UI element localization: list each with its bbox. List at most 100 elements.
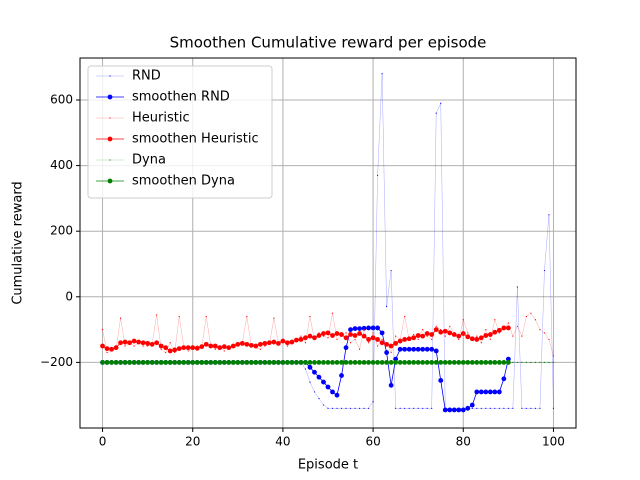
point-marker xyxy=(440,102,442,104)
smoothed-marker xyxy=(194,345,200,351)
smoothed-marker xyxy=(438,359,444,365)
smoothed-marker xyxy=(257,359,263,365)
smoothed-marker xyxy=(501,376,507,382)
point-marker xyxy=(512,407,514,409)
point-marker xyxy=(489,338,491,341)
point-marker xyxy=(273,317,275,319)
point-marker xyxy=(381,338,383,341)
point-marker xyxy=(521,335,523,337)
smoothed-marker xyxy=(460,331,466,336)
x-tick-label: 40 xyxy=(275,435,290,449)
legend-label: smoothen Heuristic xyxy=(132,132,259,147)
smoothed-marker xyxy=(239,359,245,365)
smoothed-marker xyxy=(420,333,426,339)
smoothed-marker xyxy=(163,345,169,351)
x-tick-label: 20 xyxy=(185,435,200,449)
smoothed-marker xyxy=(384,350,390,355)
point-marker xyxy=(539,407,541,409)
smoothed-marker xyxy=(424,359,430,365)
smoothed-marker xyxy=(384,341,390,347)
smoothed-marker xyxy=(208,343,214,349)
smoothed-marker xyxy=(253,343,259,349)
point-marker xyxy=(525,407,528,409)
smoothed-marker xyxy=(415,333,421,338)
smoothed-marker xyxy=(303,335,308,341)
smoothed-marker xyxy=(109,359,114,365)
smoothed-marker xyxy=(429,359,435,365)
smoothed-marker xyxy=(393,356,399,362)
smoothed-marker xyxy=(280,338,286,344)
legend-label: RND xyxy=(132,69,161,84)
point-marker xyxy=(476,407,478,409)
point-marker xyxy=(304,368,307,370)
smoothed-marker xyxy=(203,359,209,365)
smoothed-marker xyxy=(478,335,484,341)
smoothed-marker xyxy=(451,359,457,365)
smoothed-marker xyxy=(307,364,313,370)
smoothed-marker xyxy=(230,359,236,365)
point-marker xyxy=(381,73,383,75)
smoothed-marker xyxy=(158,343,164,349)
point-marker xyxy=(471,407,473,409)
smoothed-marker xyxy=(465,359,471,365)
point-marker xyxy=(358,407,361,409)
smoothed-marker xyxy=(420,346,426,352)
point-marker xyxy=(259,348,261,350)
smoothed-marker xyxy=(330,389,335,395)
plot-frame xyxy=(79,57,577,429)
point-marker xyxy=(408,407,410,409)
legend-label: Heuristic xyxy=(132,111,190,126)
point-marker xyxy=(507,407,509,409)
smoothed-marker xyxy=(307,333,313,339)
smoothed-marker xyxy=(474,359,480,365)
smoothed-marker xyxy=(474,389,480,395)
point-marker xyxy=(205,315,207,318)
smoothed-marker xyxy=(321,359,326,365)
smoothed-marker xyxy=(294,337,299,343)
smoothed-marker xyxy=(438,329,444,335)
smoothed-marker xyxy=(312,359,317,365)
point-marker xyxy=(322,404,325,406)
smoothed-marker xyxy=(321,379,326,385)
smoothed-marker xyxy=(181,345,187,351)
smoothed-marker xyxy=(316,374,322,380)
legend-marker xyxy=(107,178,113,184)
point-marker xyxy=(214,348,216,350)
smoothed-marker xyxy=(235,341,241,347)
smoothed-marker xyxy=(465,334,471,340)
smoothed-marker xyxy=(307,359,313,365)
point-marker xyxy=(178,315,180,318)
point-marker xyxy=(390,351,392,354)
smoothed-marker xyxy=(424,331,430,336)
smoothed-marker xyxy=(397,359,403,365)
smoothed-marker xyxy=(140,340,146,346)
smoothed-marker xyxy=(330,333,335,338)
smoothed-marker xyxy=(501,359,507,365)
smoothed-marker xyxy=(167,348,173,354)
point-marker xyxy=(444,335,446,337)
smoothed-marker xyxy=(181,359,187,365)
smoothed-marker xyxy=(370,325,376,331)
smoothed-marker xyxy=(496,359,502,365)
smoothed-marker xyxy=(176,346,182,352)
legend-box xyxy=(87,65,273,199)
point-marker xyxy=(539,328,541,331)
point-marker xyxy=(331,312,334,314)
point-marker xyxy=(386,306,388,308)
smoothed-marker xyxy=(478,389,484,395)
smoothed-marker xyxy=(424,346,430,352)
smoothed-marker xyxy=(406,359,412,365)
smoothed-marker xyxy=(447,330,453,336)
legend-marker xyxy=(107,136,113,142)
legend-marker xyxy=(109,75,111,77)
point-marker xyxy=(165,351,167,354)
y-tick-label: −200 xyxy=(40,355,73,369)
point-marker xyxy=(516,325,518,327)
point-marker xyxy=(534,361,537,363)
smoothed-marker xyxy=(487,359,493,365)
smoothed-marker xyxy=(109,346,114,352)
smoothed-marker xyxy=(285,340,290,346)
smoothed-marker xyxy=(469,359,475,365)
smoothed-marker xyxy=(280,359,286,365)
point-marker xyxy=(404,315,406,318)
